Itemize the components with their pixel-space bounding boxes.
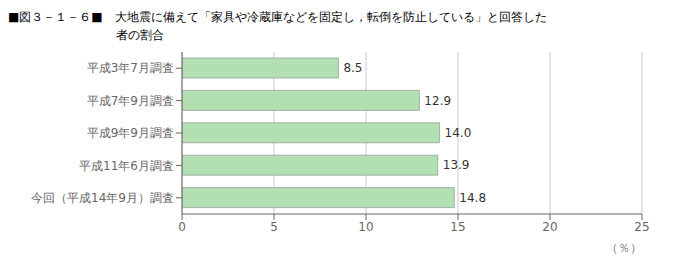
svg-text:（％）: （％） — [606, 241, 642, 255]
svg-text:14.8: 14.8 — [459, 191, 486, 205]
svg-text:25: 25 — [634, 220, 649, 234]
svg-text:今回（平成14年9月）調査: 今回（平成14年9月）調査 — [31, 191, 174, 205]
svg-text:10: 10 — [358, 220, 373, 234]
svg-text:平成3年7月調査: 平成3年7月調査 — [87, 61, 174, 75]
svg-text:15: 15 — [450, 220, 465, 234]
svg-text:8.5: 8.5 — [343, 61, 362, 75]
html-text:■図３－１－６■ 大地震に備えて「家具や冷蔵庫などを固定し，: ■図３－１－６■ 大地震に備えて「家具や冷蔵庫などを固定し，転倒を防止している」… — [8, 10, 547, 24]
svg-text:0: 0 — [178, 220, 186, 234]
svg-text:平成9年9月調査: 平成9年9月調査 — [87, 126, 174, 140]
svg-text:14.0: 14.0 — [445, 126, 472, 140]
svg-text:平成11年6月調査: 平成11年6月調査 — [79, 159, 174, 173]
svg-text:平成7年9月調査: 平成7年9月調査 — [87, 94, 174, 108]
svg-text:5: 5 — [270, 220, 278, 234]
svg-text:20: 20 — [542, 220, 557, 234]
svg-text:13.9: 13.9 — [443, 158, 470, 172]
html-text:者の割合: 者の割合 — [8, 28, 164, 42]
svg-text:12.9: 12.9 — [424, 94, 451, 108]
